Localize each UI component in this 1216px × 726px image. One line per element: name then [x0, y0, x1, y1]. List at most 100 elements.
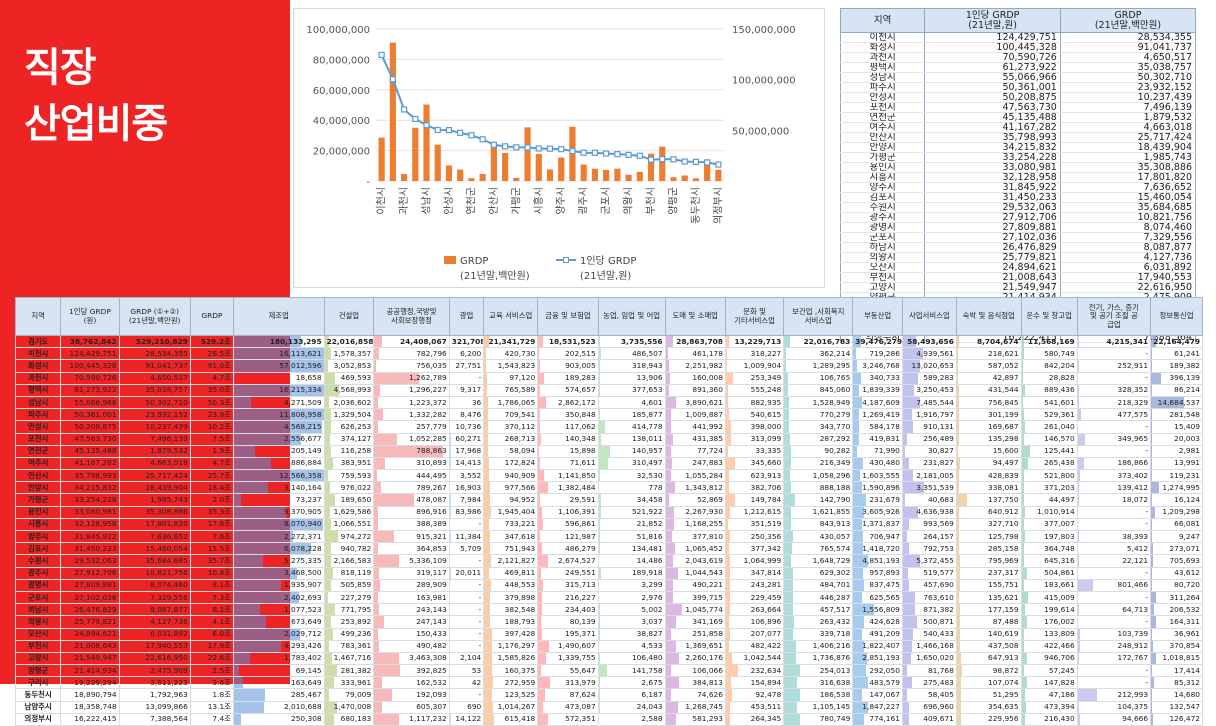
industry-cell: 292,050: [853, 665, 903, 677]
share-bar: [484, 446, 488, 457]
share-bar: [538, 336, 543, 347]
share-bar: [1022, 689, 1025, 700]
industry-cell: 28,828: [1021, 372, 1077, 384]
industry-cell: 28,863,708: [665, 336, 725, 348]
industry-cell: 446,287: [784, 591, 853, 603]
industry-cell: 500,871: [902, 616, 956, 628]
rank-cell: 고양시: [841, 283, 925, 293]
industry-cell: 80,720: [1151, 579, 1203, 591]
industry-cell: 1,945,404: [484, 506, 538, 518]
share-bar: [484, 373, 486, 384]
industry-cell: 977,566: [484, 482, 538, 494]
x-category-label: 가평군: [510, 187, 522, 215]
industry-cell: 24,043: [598, 701, 665, 713]
industry-cell: 13,991: [1151, 457, 1203, 469]
rank-cell: 연천군: [841, 113, 925, 123]
industry-cell: 490,482: [374, 640, 450, 652]
share-bar: [1022, 458, 1029, 469]
industry-header-cell: 정보통신업: [1151, 298, 1203, 336]
share-bar: [1022, 360, 1023, 371]
industry-cell: 1,935,907: [233, 579, 324, 591]
share-bar: [666, 446, 671, 457]
industry-cell: 2,674,527: [538, 555, 598, 567]
industry-cell: 529,210,829: [119, 336, 190, 348]
share-bar: [325, 531, 339, 542]
industry-cell: 23.9조: [190, 409, 233, 421]
industry-cell: 50,208,875: [61, 421, 119, 433]
industry-cell: 1,879,532: [119, 445, 190, 457]
legend-label-grdp-unit: (21년말,백만원): [460, 270, 530, 282]
industry-cell: 2,272,371: [233, 531, 324, 543]
industry-cell: 287,292: [784, 433, 853, 445]
share-bar: [484, 482, 490, 493]
rank-cell: 양주시: [841, 183, 925, 193]
share-bar: [957, 519, 960, 530]
industry-cell: 1,603,555: [853, 470, 903, 482]
share-bar: [484, 385, 487, 396]
rank-cell: 17,801,820: [1060, 173, 1195, 183]
industry-cell: 1,168,255: [665, 518, 725, 530]
industry-cell: 185,877: [598, 409, 665, 421]
industry-cell: 35,308,886: [119, 506, 190, 518]
industry-cell: 38,827: [598, 628, 665, 640]
share-bar: [484, 702, 493, 713]
industry-cell: 5,336,109: [374, 555, 450, 567]
industry-cell: 626,253: [324, 421, 374, 433]
industry-cell: 22,164,479: [1151, 336, 1203, 348]
grdp-bar: [390, 43, 396, 181]
rank-cell: 33,254,228: [925, 153, 1061, 163]
industry-cell: 51,816: [598, 531, 665, 543]
industry-header-cell: GRDP (①+②)(21년말,백만원): [119, 298, 190, 336]
share-bar: [666, 543, 675, 554]
industry-cell: 시흥시: [16, 518, 61, 530]
grdp-bar: [603, 170, 609, 181]
share-bar: [1151, 482, 1159, 493]
share-bar: [1022, 397, 1023, 408]
industry-cell: 782,796: [374, 348, 450, 360]
industry-cell: 20,003: [1151, 433, 1203, 445]
industry-cell: 910,131: [902, 421, 956, 433]
industry-cell: 1,466,168: [902, 640, 956, 652]
industry-cell: 8,476: [449, 409, 484, 421]
industry-cell: 29,591: [538, 494, 598, 506]
per-capita-point: [491, 142, 496, 147]
industry-cell: 23,932,152: [119, 409, 190, 421]
share-bar: [599, 507, 601, 518]
industry-cell: 263,664: [725, 604, 783, 616]
share-bar: [726, 470, 729, 481]
share-bar: [784, 458, 791, 469]
grdp-bar: [435, 145, 441, 181]
share-bar: [726, 702, 730, 713]
rank-cell: 이천시: [841, 33, 925, 43]
x-category-label: 동두천시: [690, 187, 702, 224]
share-bar: [784, 543, 791, 554]
share-bar: [666, 641, 676, 652]
industry-cell: 135,298: [956, 433, 1021, 445]
share-bar: [1022, 665, 1025, 676]
industry-cell: 521,800: [1021, 470, 1077, 482]
share-bar: [666, 482, 676, 493]
rank-cell: 27,912,706: [925, 213, 1061, 223]
industry-cell: 541,601: [1021, 396, 1077, 408]
industry-cell: 680,183: [324, 713, 374, 725]
industry-cell: 392,825: [374, 665, 450, 677]
share-bar: [325, 616, 332, 627]
industry-cell: 142,790: [784, 494, 853, 506]
industry-cell: 285,158: [956, 543, 1021, 555]
rank-cell: 21,008,643: [925, 273, 1061, 283]
share-bar: [1022, 421, 1025, 432]
industry-cell: 3,246,768: [853, 360, 903, 372]
rank-cell: 35,038,757: [1060, 63, 1195, 73]
industry-cell: 안산시: [16, 470, 61, 482]
industry-cell: 90,282: [784, 445, 853, 457]
share-bar: [1022, 519, 1025, 530]
industry-cell: 22,016,783: [784, 336, 853, 348]
industry-cell: 379,898: [484, 591, 538, 603]
share-bar: [726, 629, 730, 640]
industry-cell: 7,388,564: [119, 713, 190, 725]
per-capita-point: [615, 152, 620, 157]
